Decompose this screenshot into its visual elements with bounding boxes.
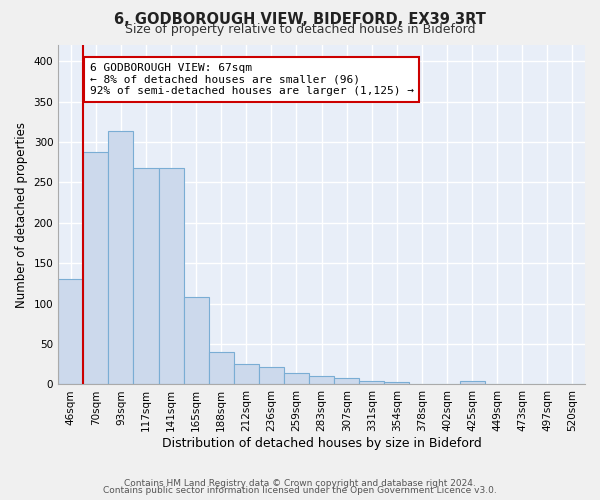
- Bar: [385, 382, 409, 384]
- Bar: [209, 352, 234, 384]
- Bar: [184, 297, 209, 384]
- Text: Contains HM Land Registry data © Crown copyright and database right 2024.: Contains HM Land Registry data © Crown c…: [124, 478, 476, 488]
- Text: Size of property relative to detached houses in Bideford: Size of property relative to detached ho…: [125, 22, 475, 36]
- Bar: [259, 366, 284, 384]
- Bar: [109, 132, 133, 384]
- Text: 6 GODBOROUGH VIEW: 67sqm
← 8% of detached houses are smaller (96)
92% of semi-de: 6 GODBOROUGH VIEW: 67sqm ← 8% of detache…: [89, 63, 413, 96]
- Bar: [334, 378, 359, 384]
- Bar: [359, 381, 385, 384]
- Text: Contains public sector information licensed under the Open Government Licence v3: Contains public sector information licen…: [103, 486, 497, 495]
- Bar: [58, 280, 83, 384]
- Text: 6, GODBOROUGH VIEW, BIDEFORD, EX39 3RT: 6, GODBOROUGH VIEW, BIDEFORD, EX39 3RT: [114, 12, 486, 28]
- Bar: [234, 364, 259, 384]
- Bar: [460, 381, 485, 384]
- Bar: [284, 373, 309, 384]
- Bar: [309, 376, 334, 384]
- Bar: [133, 168, 158, 384]
- Y-axis label: Number of detached properties: Number of detached properties: [15, 122, 28, 308]
- X-axis label: Distribution of detached houses by size in Bideford: Distribution of detached houses by size …: [162, 437, 481, 450]
- Bar: [158, 168, 184, 384]
- Bar: [83, 152, 109, 384]
